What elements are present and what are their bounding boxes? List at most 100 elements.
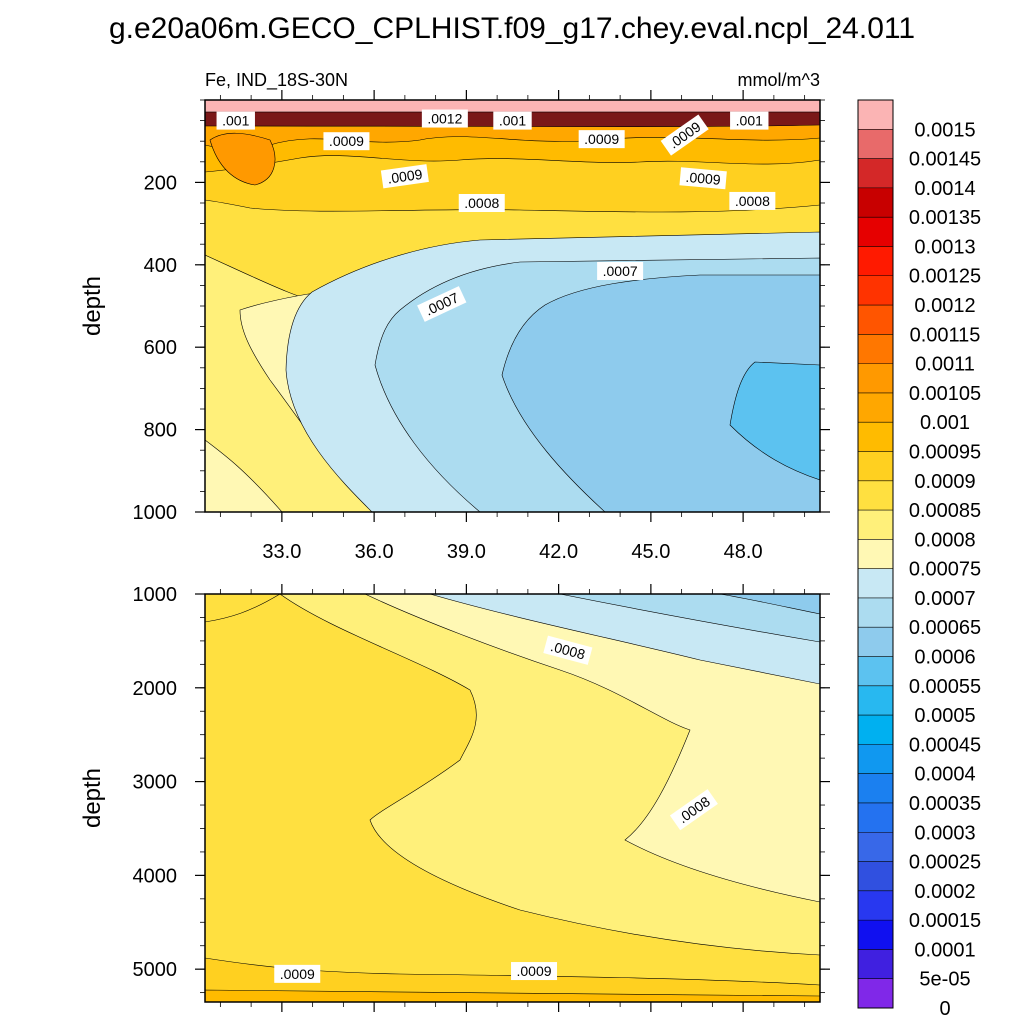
colorbar-level-label: 0.0008 <box>914 529 975 551</box>
top-ytick-label: 200 <box>144 172 177 194</box>
top-fill-00055 <box>729 361 820 481</box>
top-xtick-label: 36.0 <box>355 541 394 563</box>
contour-label-box <box>660 114 709 156</box>
colorbar-swatch <box>858 832 893 862</box>
colorbar-level-label: 5e-05 <box>919 969 970 991</box>
colorbar-level-label: 0.0006 <box>914 647 975 669</box>
contour-label-text: .0008 <box>464 195 499 211</box>
top-ylabel: depth <box>79 276 106 336</box>
top-ytick-label: 400 <box>144 255 177 277</box>
contour-label-box <box>274 964 321 983</box>
bottom-ytick-label: 1000 <box>133 584 178 606</box>
colorbar-level-label: 0.00025 <box>909 852 981 874</box>
contour-label-box <box>417 286 467 322</box>
colorbar-swatch <box>858 802 893 833</box>
colorbar-level-label: 0.0002 <box>914 881 975 903</box>
bottom-ytick-label: 5000 <box>133 959 178 981</box>
bottom-fill-00095 <box>205 989 820 1002</box>
top-xtick-label: 39.0 <box>447 541 486 563</box>
top-contour-label: .0009 <box>679 167 727 190</box>
top-xtick-label: 48.0 <box>724 541 763 563</box>
colorbar-swatch <box>858 129 893 159</box>
colorbar-level-label: 0.00105 <box>909 383 981 405</box>
colorbar-level-label: 0.00125 <box>909 266 981 288</box>
colorbar-swatch <box>858 363 893 394</box>
bottom-contour-label: .0009 <box>274 964 321 983</box>
contour-label-text: .0009 <box>685 169 722 188</box>
contour-label-box <box>458 194 505 212</box>
contour-label-box <box>216 111 255 130</box>
top-ytick-group: 200 400 600 800 1000 <box>133 99 830 524</box>
top-contour-label: .0008 <box>458 194 505 212</box>
top-ytick-label: 600 <box>144 337 177 359</box>
colorbar-swatch <box>858 422 893 452</box>
colorbar-swatch <box>858 480 893 511</box>
bottom-ylabel: depth <box>79 768 106 828</box>
colorbar-swatch <box>858 568 893 599</box>
contour-label-text: .0012 <box>427 111 462 127</box>
colorbar: 0.0015 0.00145 0.0014 0.00135 0.0013 0.00125 0… <box>857 99 981 1020</box>
bottom-contour-label: .0009 <box>511 962 558 981</box>
colorbar-level-label: 0.00095 <box>909 441 981 463</box>
colorbar-level-label: 0.00065 <box>909 617 981 639</box>
colorbar-swatch <box>858 305 893 335</box>
top-xtick-label: 42.0 <box>539 541 578 563</box>
bottom-fill-top-edge <box>205 594 281 623</box>
colorbar-swatch <box>858 217 893 247</box>
top-fill-001 <box>209 132 276 186</box>
top-ytick-label: 1000 <box>133 502 178 524</box>
colorbar-swatch <box>858 627 893 657</box>
contour-label-text: .001 <box>222 113 249 129</box>
contour-label-text: .0009 <box>517 963 552 979</box>
colorbar-swatch <box>858 685 893 716</box>
colorbar-level-label: 0.0004 <box>914 764 975 786</box>
colorbar-level-label: 0.0013 <box>914 236 975 258</box>
colorbar-swatch <box>858 773 893 804</box>
top-contour-label: .0009 <box>380 164 429 189</box>
contour-label-box <box>421 109 468 128</box>
bottom-ytick-label: 2000 <box>133 678 178 700</box>
contour-label-box <box>323 132 370 151</box>
colorbar-swatch <box>858 715 893 745</box>
colorbar-frame <box>857 99 894 1009</box>
colorbar-swatch <box>858 392 893 423</box>
contour-label-box <box>380 164 429 189</box>
top-xtick-label: 45.0 <box>631 541 670 563</box>
contour-label-box <box>597 261 644 280</box>
colorbar-level-label: 0.0003 <box>914 822 975 844</box>
colorbar-swatch <box>858 597 893 628</box>
contour-label-text: .0009 <box>584 131 619 147</box>
colorbar-level-label: 0.00075 <box>909 559 981 581</box>
colorbar-level-label: 0.00115 <box>910 324 981 346</box>
top-contour-label: .0012 <box>421 109 468 128</box>
bottom-ytick-group: 1000 2000 3000 4000 5000 <box>133 584 830 994</box>
colorbar-level-label: 0.0011 <box>915 354 975 376</box>
top-variable-label: Fe, IND_18S-30N <box>205 70 348 91</box>
colorbar-swatch <box>858 158 893 189</box>
colorbar-swatch <box>858 451 893 482</box>
colorbar-swatch <box>858 334 893 365</box>
contour-label-text: .001 <box>499 113 526 129</box>
colorbar-level-label: 0.0001 <box>914 939 975 961</box>
top-units-label: mmol/m^3 <box>738 70 820 90</box>
colorbar-swatch <box>858 978 893 1009</box>
contour-label-box <box>669 789 718 831</box>
contour-label-text: .0009 <box>280 966 315 982</box>
contour-label-text: .0009 <box>386 166 423 187</box>
top-contour-label: .001 <box>216 111 255 130</box>
contour-label-text: .0009 <box>329 133 364 149</box>
top-contour-fills <box>205 100 820 512</box>
colorbar-swatch <box>858 890 893 921</box>
contour-label-box <box>493 111 532 130</box>
top-contour-label: .0008 <box>729 191 776 210</box>
colorbar-level-label: 0.0015 <box>914 119 975 141</box>
colorbar-swatch <box>858 949 893 980</box>
contour-label-box <box>578 130 625 149</box>
colorbar-swatch <box>858 100 893 130</box>
colorbar-level-label: 0.00055 <box>909 676 981 698</box>
bottom-plot-frame <box>204 593 821 1003</box>
colorbar-level-label: 0 <box>939 998 950 1020</box>
colorbar-level-label: 0.00045 <box>909 734 981 756</box>
